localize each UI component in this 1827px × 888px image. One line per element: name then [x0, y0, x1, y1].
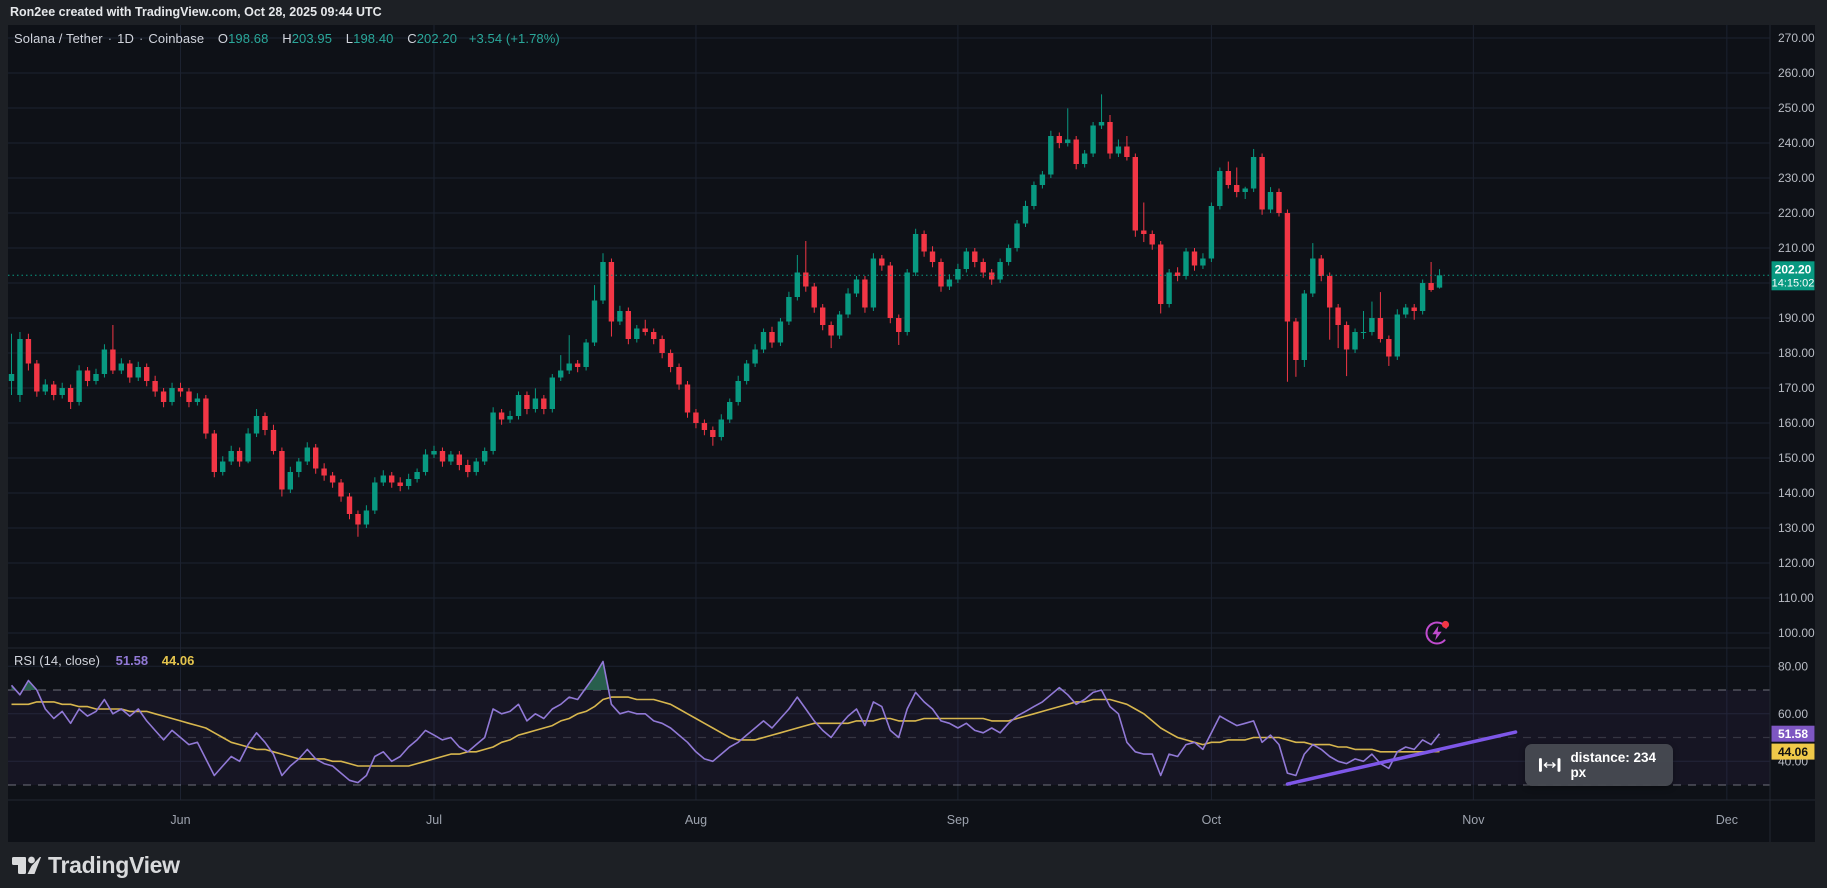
svg-text:160.00: 160.00	[1778, 416, 1815, 430]
svg-text:230.00: 230.00	[1778, 171, 1815, 185]
svg-text:150.00: 150.00	[1778, 451, 1815, 465]
svg-text:270.00: 270.00	[1778, 31, 1815, 45]
attribution-text: Ron2ee created with TradingView.com, Oct…	[10, 5, 382, 19]
open-value: 198.68	[228, 31, 269, 46]
svg-text:120.00: 120.00	[1778, 556, 1815, 570]
svg-text:130.00: 130.00	[1778, 521, 1815, 535]
rsi-value: 51.58	[115, 653, 149, 668]
svg-text:Jul: Jul	[426, 813, 442, 827]
attribution-bar: Ron2ee created with TradingView.com, Oct…	[0, 0, 1827, 25]
interval-label[interactable]: 1D	[117, 31, 134, 46]
legend-separator: ·	[107, 31, 113, 46]
close-label: C	[407, 31, 417, 46]
svg-text:260.00: 260.00	[1778, 66, 1815, 80]
svg-text:80.00: 80.00	[1778, 659, 1808, 673]
footer-bar: TradingView	[0, 842, 1827, 888]
lightning-icon	[1425, 620, 1450, 645]
tradingview-brand-text[interactable]: TradingView	[48, 851, 180, 878]
svg-text:Oct: Oct	[1202, 813, 1222, 827]
low-label: L	[345, 31, 354, 46]
legend-separator: ·	[138, 31, 144, 46]
svg-text:202.20: 202.20	[1775, 262, 1812, 276]
svg-text:51.58: 51.58	[1778, 727, 1808, 741]
open-label: O	[217, 31, 229, 46]
svg-text:Dec: Dec	[1716, 813, 1738, 827]
measure-icon	[1538, 758, 1561, 772]
svg-text:44.06: 44.06	[1778, 745, 1808, 759]
tradingview-logo-icon[interactable]	[10, 849, 42, 881]
candlestick-chart[interactable]: 270.00 260.00 250.00 240.00 230.00 220.00 210.…	[8, 25, 1815, 847]
boost-button[interactable]	[1423, 617, 1453, 647]
exchange-label[interactable]: Coinbase	[148, 31, 205, 46]
measure-tooltip: distance: 234 px	[1525, 744, 1673, 786]
svg-text:240.00: 240.00	[1778, 136, 1815, 150]
svg-text:60.00: 60.00	[1778, 707, 1808, 721]
svg-text:210.00: 210.00	[1778, 241, 1815, 255]
svg-text:220.00: 220.00	[1778, 206, 1815, 220]
high-label: H	[282, 31, 292, 46]
svg-text:190.00: 190.00	[1778, 311, 1815, 325]
alert-dot	[1441, 620, 1450, 629]
symbol-legend[interactable]: Solana / Tether · 1D · Coinbase O198.68 H203…	[14, 31, 560, 46]
rsi-title[interactable]: RSI (14, close)	[14, 653, 100, 668]
svg-text:250.00: 250.00	[1778, 101, 1815, 115]
svg-text:14:15:02: 14:15:02	[1772, 277, 1815, 289]
low-value: 198.40	[353, 31, 394, 46]
close-value: 202.20	[416, 31, 458, 46]
measure-distance-text: distance: 234 px	[1570, 750, 1656, 780]
svg-text:180.00: 180.00	[1778, 346, 1815, 360]
chart-area[interactable]: 270.00 260.00 250.00 240.00 230.00 220.00 210.…	[8, 25, 1815, 842]
high-value: 203.95	[291, 31, 333, 46]
rsi-legend[interactable]: RSI (14, close) 51.58 44.06	[14, 653, 194, 668]
svg-text:Sep: Sep	[947, 813, 969, 827]
change-value: +3.54 (+1.78%)	[468, 31, 560, 46]
svg-text:Jun: Jun	[170, 813, 190, 827]
svg-text:140.00: 140.00	[1778, 486, 1815, 500]
symbol-name[interactable]: Solana / Tether	[14, 31, 103, 46]
rsi-ma-value: 44.06	[161, 653, 195, 668]
svg-text:Nov: Nov	[1462, 813, 1485, 827]
svg-text:170.00: 170.00	[1778, 381, 1815, 395]
svg-text:Aug: Aug	[685, 813, 707, 827]
svg-text:100.00: 100.00	[1778, 626, 1815, 640]
svg-text:110.00: 110.00	[1778, 591, 1814, 605]
